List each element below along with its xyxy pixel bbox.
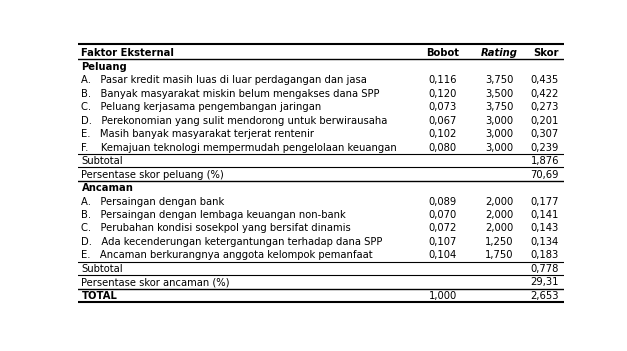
- Text: 0,116: 0,116: [428, 75, 457, 85]
- Text: 2,000: 2,000: [485, 224, 514, 233]
- Text: 1,750: 1,750: [485, 250, 514, 260]
- Text: 70,69: 70,69: [530, 170, 559, 180]
- Text: 0,070: 0,070: [428, 210, 456, 220]
- Text: B.   Banyak masyarakat miskin belum mengakses dana SPP: B. Banyak masyarakat miskin belum mengak…: [82, 89, 380, 99]
- Text: 1,000: 1,000: [428, 291, 456, 301]
- Text: D.   Perekonomian yang sulit mendorong untuk berwirausaha: D. Perekonomian yang sulit mendorong unt…: [82, 116, 388, 126]
- Text: Peluang: Peluang: [82, 62, 127, 72]
- Text: 0,107: 0,107: [428, 237, 457, 247]
- Text: B.   Persaingan dengan lembaga keuangan non-bank: B. Persaingan dengan lembaga keuangan no…: [82, 210, 346, 220]
- Text: 2,000: 2,000: [485, 210, 514, 220]
- Text: 0,778: 0,778: [530, 264, 559, 274]
- Text: C.   Perubahan kondisi sosekpol yang bersifat dinamis: C. Perubahan kondisi sosekpol yang bersi…: [82, 224, 351, 233]
- Text: 0,435: 0,435: [530, 75, 559, 85]
- Text: 0,134: 0,134: [530, 237, 559, 247]
- Text: 0,422: 0,422: [530, 89, 559, 99]
- Text: Subtotal: Subtotal: [82, 264, 123, 274]
- Text: Rating: Rating: [481, 47, 518, 58]
- Text: Persentase skor ancaman (%): Persentase skor ancaman (%): [82, 277, 230, 287]
- Text: Skor: Skor: [534, 47, 559, 58]
- Text: 2,653: 2,653: [530, 291, 559, 301]
- Text: 0,141: 0,141: [530, 210, 559, 220]
- Text: 0,080: 0,080: [429, 143, 456, 153]
- Text: TOTAL: TOTAL: [82, 291, 117, 301]
- Text: 0,067: 0,067: [428, 116, 457, 126]
- Text: 1,250: 1,250: [485, 237, 514, 247]
- Text: 3,000: 3,000: [485, 143, 514, 153]
- Text: C.   Peluang kerjasama pengembangan jaringan: C. Peluang kerjasama pengembangan jaring…: [82, 102, 322, 112]
- Text: 3,000: 3,000: [485, 129, 514, 139]
- Text: E.   Masih banyak masyarakat terjerat rentenir: E. Masih banyak masyarakat terjerat rent…: [82, 129, 315, 139]
- Text: A.   Pasar kredit masih luas di luar perdagangan dan jasa: A. Pasar kredit masih luas di luar perda…: [82, 75, 367, 85]
- Text: 0,102: 0,102: [428, 129, 457, 139]
- Text: 0,073: 0,073: [428, 102, 456, 112]
- Text: Persentase skor peluang (%): Persentase skor peluang (%): [82, 170, 224, 180]
- Text: 29,31: 29,31: [530, 277, 559, 287]
- Text: Bobot: Bobot: [426, 47, 459, 58]
- Text: 0,143: 0,143: [530, 224, 559, 233]
- Text: Faktor Eksternal: Faktor Eksternal: [82, 47, 174, 58]
- Text: 0,273: 0,273: [530, 102, 559, 112]
- Text: 0,183: 0,183: [530, 250, 559, 260]
- Text: 3,750: 3,750: [485, 102, 514, 112]
- Text: 1,876: 1,876: [530, 156, 559, 166]
- Text: 2,000: 2,000: [485, 197, 514, 206]
- Text: 0,201: 0,201: [530, 116, 559, 126]
- Text: 0,089: 0,089: [428, 197, 456, 206]
- Text: A.   Persaingan dengan bank: A. Persaingan dengan bank: [82, 197, 224, 206]
- Text: 3,500: 3,500: [485, 89, 514, 99]
- Text: Subtotal: Subtotal: [82, 156, 123, 166]
- Text: E.   Ancaman berkurangnya anggota kelompok pemanfaat: E. Ancaman berkurangnya anggota kelompok…: [82, 250, 373, 260]
- Text: 0,239: 0,239: [530, 143, 559, 153]
- Text: 3,000: 3,000: [485, 116, 514, 126]
- Text: 0,072: 0,072: [428, 224, 457, 233]
- Text: F.    Kemajuan teknologi mempermudah pengelolaan keuangan: F. Kemajuan teknologi mempermudah pengel…: [82, 143, 398, 153]
- Text: 0,104: 0,104: [428, 250, 456, 260]
- Text: D.   Ada kecenderungan ketergantungan terhadap dana SPP: D. Ada kecenderungan ketergantungan terh…: [82, 237, 383, 247]
- Text: 0,120: 0,120: [428, 89, 457, 99]
- Text: 0,177: 0,177: [530, 197, 559, 206]
- Text: Ancaman: Ancaman: [82, 183, 134, 193]
- Text: 0,307: 0,307: [530, 129, 559, 139]
- Text: 3,750: 3,750: [485, 75, 514, 85]
